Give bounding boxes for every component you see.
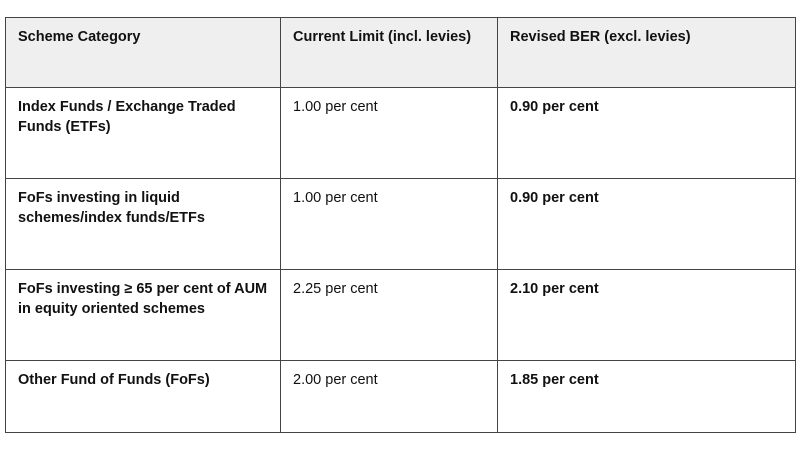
header-revised-ber: Revised BER (excl. levies) bbox=[497, 17, 796, 88]
cell-revised: 1.85 per cent bbox=[497, 360, 796, 433]
cell-current: 1.00 per cent bbox=[280, 178, 498, 270]
cell-revised: 2.10 per cent bbox=[497, 269, 796, 361]
cell-revised: 0.90 per cent bbox=[497, 178, 796, 270]
cell-category: Index Funds / Exchange Traded Funds (ETF… bbox=[5, 87, 281, 179]
cell-category: FoFs investing ≥ 65 per cent of AUM in e… bbox=[5, 269, 281, 361]
header-scheme-category: Scheme Category bbox=[5, 17, 281, 88]
cell-revised: 0.90 per cent bbox=[497, 87, 796, 179]
cell-current: 1.00 per cent bbox=[280, 87, 498, 179]
table-row: Other Fund of Funds (FoFs) 2.00 per cent… bbox=[5, 360, 796, 433]
cell-current: 2.25 per cent bbox=[280, 269, 498, 361]
header-row: Scheme Category Current Limit (incl. lev… bbox=[5, 17, 796, 88]
cell-current: 2.00 per cent bbox=[280, 360, 498, 433]
ber-table: Scheme Category Current Limit (incl. lev… bbox=[5, 17, 796, 433]
cell-category: Other Fund of Funds (FoFs) bbox=[5, 360, 281, 433]
cell-category: FoFs investing in liquid schemes/index f… bbox=[5, 178, 281, 270]
header-current-limit: Current Limit (incl. levies) bbox=[280, 17, 498, 88]
table-row: FoFs investing ≥ 65 per cent of AUM in e… bbox=[5, 269, 796, 361]
table-row: Index Funds / Exchange Traded Funds (ETF… bbox=[5, 87, 796, 179]
table-row: FoFs investing in liquid schemes/index f… bbox=[5, 178, 796, 270]
